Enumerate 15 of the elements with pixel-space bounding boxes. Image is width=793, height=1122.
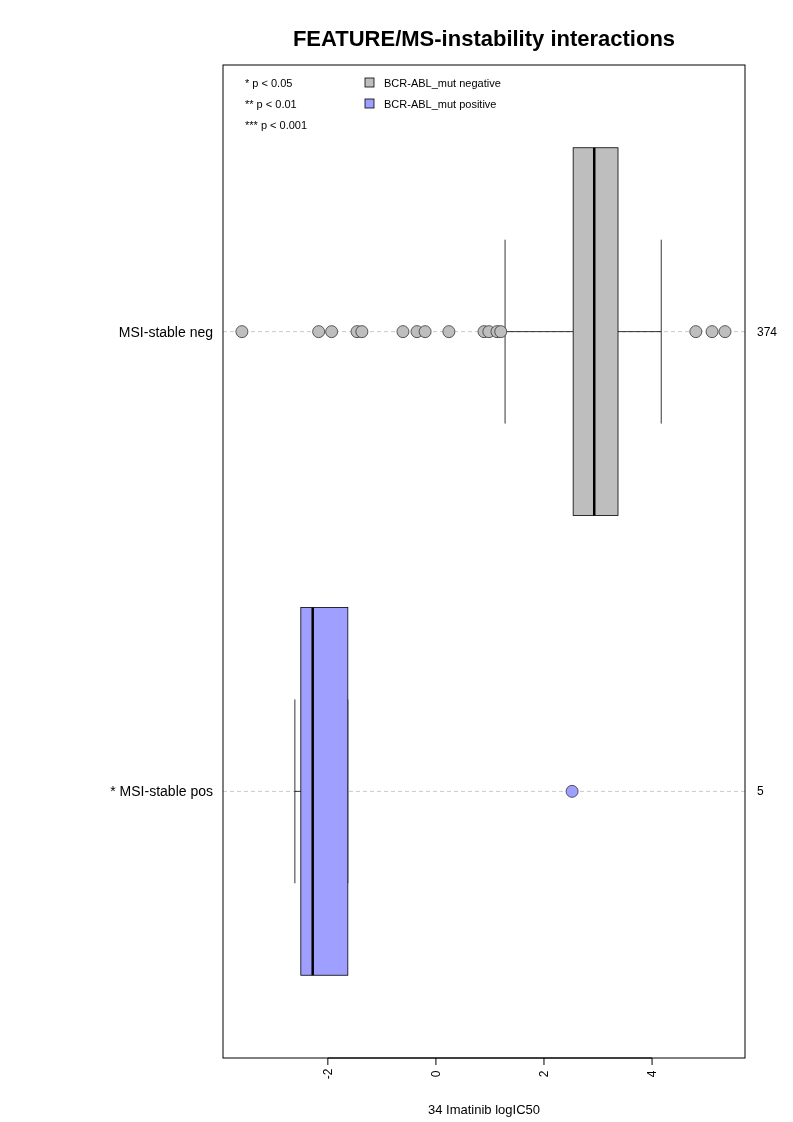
x-tick-label: 4 <box>645 1070 660 1078</box>
x-tick-label: 0 <box>428 1070 443 1078</box>
chart-title: FEATURE/MS-instability interactions <box>292 26 676 51</box>
annotation: *** p < 0.001 <box>245 119 308 131</box>
x-tick-label: 2 <box>536 1070 551 1078</box>
text: 5 <box>757 784 764 799</box>
y-tick-label: MSI-stable neg <box>118 323 213 340</box>
y-tick-label: * MSI-stable pos <box>110 783 213 800</box>
x-axis-title: 34 Imatinib logIC50 <box>427 1102 541 1117</box>
x-tick-label: -2 <box>320 1068 335 1080</box>
legend-label: BCR-ABL_mut positive <box>384 98 497 110</box>
legend-label: BCR-ABL_mut negative <box>384 77 501 89</box>
annotation: ** p < 0.01 <box>245 98 297 110</box>
text: 374 <box>757 324 778 339</box>
annotation: * p < 0.05 <box>245 77 293 89</box>
